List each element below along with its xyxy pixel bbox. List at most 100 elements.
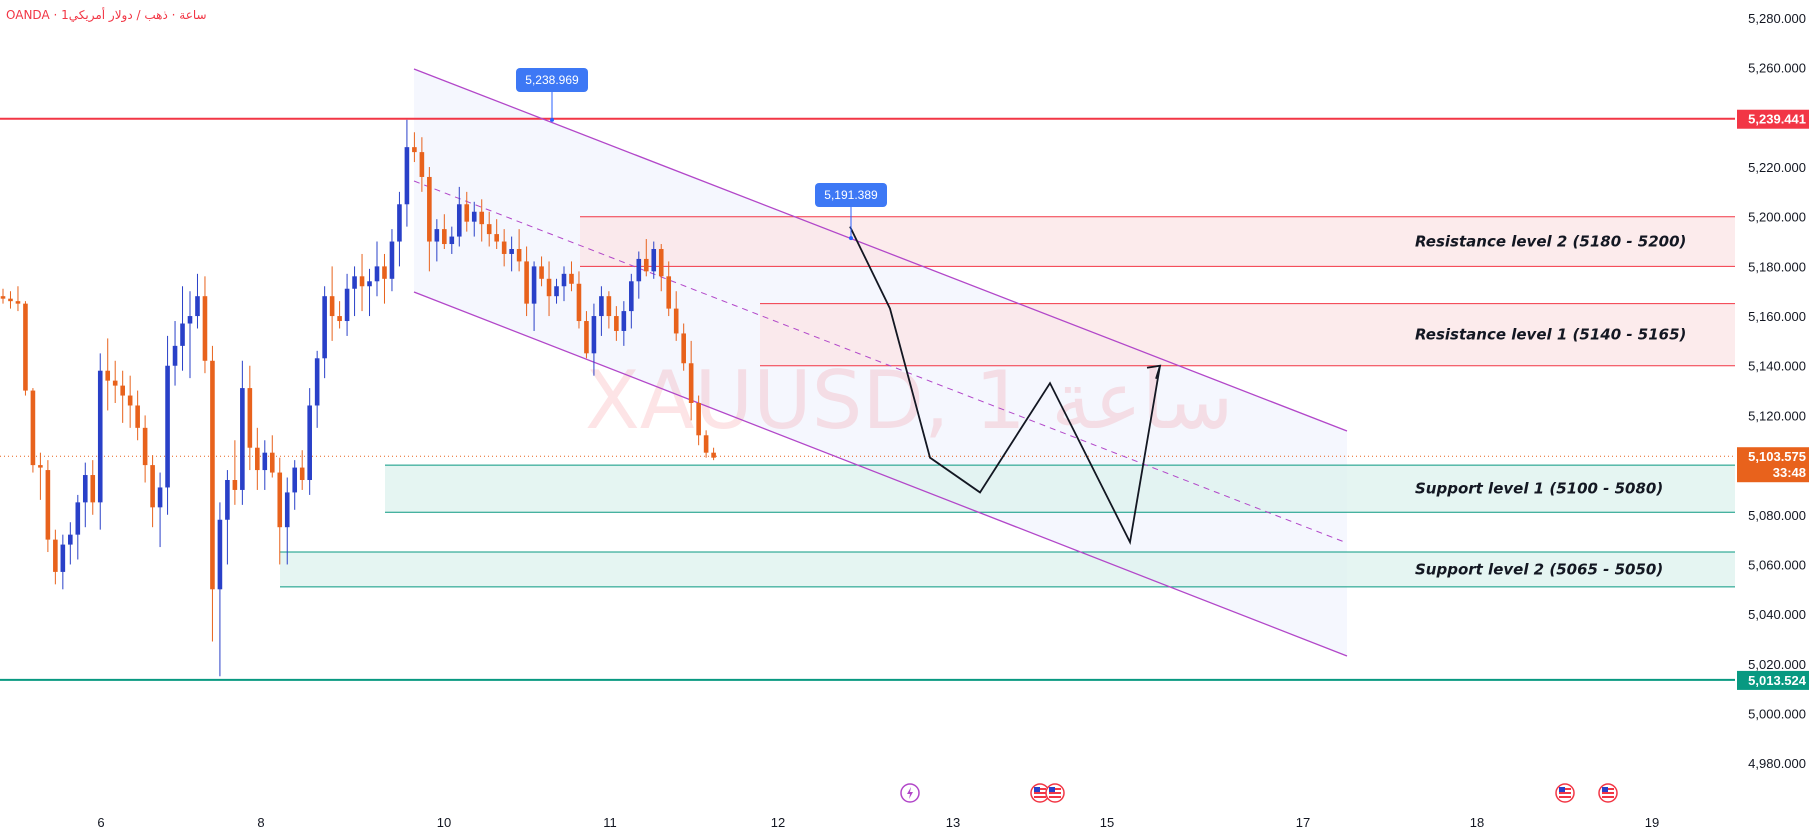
candle[interactable]: [651, 248, 657, 272]
candle[interactable]: [292, 467, 298, 493]
candle[interactable]: [142, 427, 148, 466]
candle[interactable]: [240, 388, 245, 490]
candle[interactable]: [217, 519, 223, 590]
candle[interactable]: [232, 480, 238, 490]
candle[interactable]: [0, 296, 6, 299]
candle[interactable]: [621, 311, 627, 331]
channel-upper-line[interactable]: [413, 68, 1348, 432]
candle[interactable]: [187, 316, 193, 324]
candle[interactable]: [30, 390, 36, 466]
candle[interactable]: [643, 258, 649, 272]
candle[interactable]: [165, 365, 170, 488]
candle[interactable]: [666, 276, 672, 309]
candle[interactable]: [614, 316, 619, 331]
candle[interactable]: [337, 316, 342, 322]
candle[interactable]: [23, 303, 28, 391]
candle[interactable]: [284, 492, 290, 528]
candle[interactable]: [374, 266, 380, 282]
candle[interactable]: [15, 301, 21, 304]
candle[interactable]: [135, 405, 140, 428]
candle[interactable]: [434, 229, 440, 242]
candle[interactable]: [172, 345, 178, 366]
candle[interactable]: [658, 248, 664, 277]
candle[interactable]: [352, 276, 357, 289]
lower-high-callout[interactable]: [815, 183, 887, 207]
candle[interactable]: [471, 211, 477, 222]
candle[interactable]: [38, 465, 43, 468]
candle[interactable]: [127, 395, 133, 406]
resistance-price-badge[interactable]: [1737, 109, 1809, 129]
candle[interactable]: [569, 273, 574, 284]
candle[interactable]: [344, 288, 350, 322]
candle[interactable]: [673, 308, 679, 334]
candle[interactable]: [255, 447, 260, 471]
candle[interactable]: [599, 296, 604, 317]
candle[interactable]: [524, 261, 529, 304]
candle[interactable]: [479, 211, 485, 225]
candle[interactable]: [322, 296, 327, 359]
high-callout[interactable]: [516, 68, 588, 92]
candle[interactable]: [367, 281, 372, 287]
candle[interactable]: [591, 316, 597, 354]
candle[interactable]: [299, 467, 305, 481]
candle[interactable]: [202, 296, 208, 361]
candle[interactable]: [494, 234, 499, 242]
candle[interactable]: [539, 266, 544, 279]
candle[interactable]: [711, 452, 716, 458]
candle[interactable]: [105, 370, 111, 381]
candle[interactable]: [307, 405, 312, 481]
candle[interactable]: [45, 470, 51, 540]
candle[interactable]: [419, 152, 425, 177]
candle[interactable]: [531, 266, 537, 304]
support-price-badge[interactable]: [1737, 670, 1809, 690]
candle[interactable]: [688, 363, 694, 403]
candle[interactable]: [681, 333, 686, 364]
candle[interactable]: [397, 204, 402, 242]
candle[interactable]: [262, 452, 268, 471]
candle[interactable]: [456, 204, 462, 237]
candle[interactable]: [53, 539, 58, 572]
candle[interactable]: [75, 502, 81, 535]
candle[interactable]: [636, 258, 642, 282]
candle[interactable]: [225, 480, 230, 520]
candle[interactable]: [180, 323, 185, 346]
candle[interactable]: [606, 296, 612, 317]
candle[interactable]: [97, 370, 103, 503]
candle[interactable]: [150, 465, 155, 508]
candle[interactable]: [554, 286, 559, 297]
candle[interactable]: [329, 296, 335, 317]
candle[interactable]: [576, 283, 582, 322]
candle[interactable]: [382, 266, 387, 279]
candle[interactable]: [404, 147, 410, 205]
candle[interactable]: [696, 403, 701, 436]
candle[interactable]: [157, 487, 163, 508]
current-price-badge[interactable]: [1737, 447, 1809, 483]
candle[interactable]: [629, 281, 634, 312]
candle[interactable]: [8, 298, 13, 302]
candle[interactable]: [68, 534, 73, 545]
candle[interactable]: [269, 452, 275, 473]
candle[interactable]: [516, 248, 522, 262]
candle[interactable]: [210, 360, 215, 590]
candle[interactable]: [314, 358, 320, 406]
candle[interactable]: [509, 248, 514, 254]
candle[interactable]: [486, 224, 492, 235]
projection-path[interactable]: [849, 226, 1161, 545]
candle[interactable]: [449, 236, 455, 245]
candle[interactable]: [584, 321, 589, 354]
candle[interactable]: [501, 241, 507, 254]
candle[interactable]: [442, 229, 447, 245]
candle[interactable]: [195, 296, 200, 317]
candle[interactable]: [277, 472, 283, 528]
candle[interactable]: [82, 475, 88, 503]
candle[interactable]: [359, 276, 365, 287]
candle[interactable]: [112, 380, 118, 386]
candle[interactable]: [464, 204, 470, 222]
candle[interactable]: [703, 435, 709, 453]
candle[interactable]: [90, 475, 96, 503]
candle[interactable]: [412, 147, 417, 153]
candle[interactable]: [427, 176, 432, 242]
candle[interactable]: [561, 273, 567, 287]
candle[interactable]: [389, 241, 395, 279]
